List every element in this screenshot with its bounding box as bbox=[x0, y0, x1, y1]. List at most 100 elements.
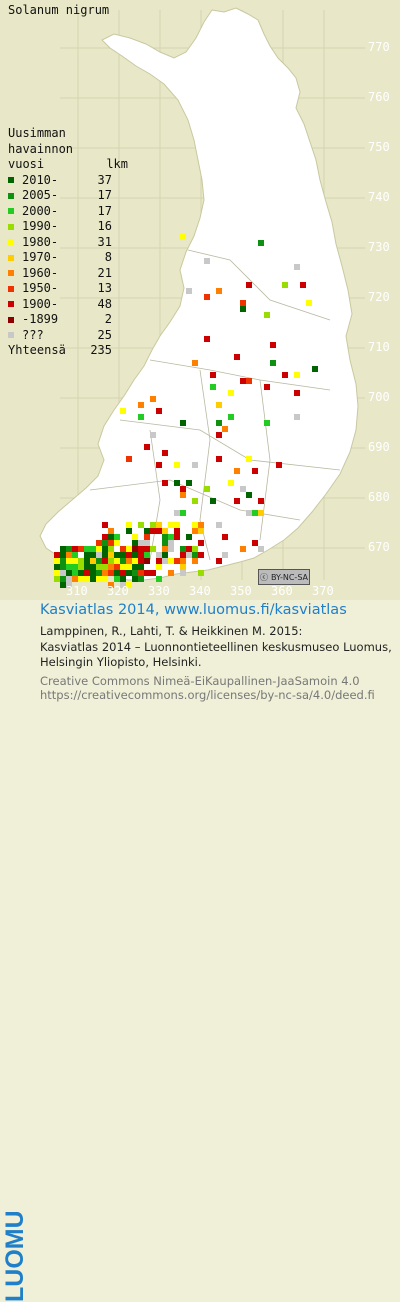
legend-header-2: havainnon bbox=[8, 141, 74, 156]
observation-square bbox=[162, 546, 168, 552]
cc-license-text: BY-NC-SA bbox=[270, 572, 309, 582]
observation-square bbox=[312, 366, 318, 372]
observation-square bbox=[102, 540, 108, 546]
observation-square bbox=[138, 576, 144, 582]
y-tick-label: 770 bbox=[368, 40, 390, 54]
observation-square bbox=[180, 552, 186, 558]
observation-square bbox=[108, 540, 114, 546]
observation-square bbox=[138, 558, 144, 564]
observation-square bbox=[294, 264, 300, 270]
legend-count: 17 bbox=[97, 203, 112, 218]
observation-square bbox=[120, 408, 126, 414]
observation-square bbox=[222, 552, 228, 558]
observation-square bbox=[240, 486, 246, 492]
luomus-logo: LUOMUS bbox=[1, 1212, 28, 1302]
observation-square bbox=[204, 294, 210, 300]
observation-square bbox=[156, 576, 162, 582]
observation-square bbox=[96, 552, 102, 558]
legend-total: Yhteensä 235 bbox=[8, 343, 128, 359]
observation-square bbox=[180, 510, 186, 516]
y-tick-label: 750 bbox=[368, 140, 390, 154]
observation-square bbox=[126, 582, 132, 588]
observation-square bbox=[144, 444, 150, 450]
legend-header-1: Uusimman bbox=[8, 126, 66, 140]
legend-header-3: vuosi bbox=[8, 157, 45, 171]
observation-square bbox=[84, 546, 90, 552]
observation-square bbox=[72, 558, 78, 564]
observation-square bbox=[90, 552, 96, 558]
citation-line-3: Helsingin Yliopisto, Helsinki. bbox=[40, 655, 202, 669]
observation-square bbox=[132, 534, 138, 540]
map-graphics bbox=[39, 7, 365, 588]
legend-row: 1980- 31 bbox=[8, 235, 128, 251]
x-tick-label: 330 bbox=[148, 584, 170, 598]
observation-square bbox=[180, 492, 186, 498]
observation-square bbox=[156, 408, 162, 414]
observation-square bbox=[198, 552, 204, 558]
observation-square bbox=[144, 540, 150, 546]
y-tick-label: 670 bbox=[368, 540, 390, 554]
observation-square bbox=[72, 546, 78, 552]
observation-square bbox=[114, 558, 120, 564]
observation-square bbox=[60, 564, 66, 570]
cc-license-badge: ⓒ BY-NC-SA bbox=[258, 569, 310, 585]
legend-count: 16 bbox=[97, 219, 112, 233]
observation-square bbox=[150, 432, 156, 438]
observation-square bbox=[66, 570, 72, 576]
observation-square bbox=[204, 486, 210, 492]
x-tick-label: 370 bbox=[312, 584, 334, 598]
observation-square bbox=[114, 534, 120, 540]
observation-square bbox=[60, 576, 66, 582]
observation-square bbox=[126, 564, 132, 570]
observation-square bbox=[240, 546, 246, 552]
observation-square bbox=[72, 570, 78, 576]
observation-square bbox=[102, 570, 108, 576]
observation-square bbox=[186, 288, 192, 294]
observation-square bbox=[102, 564, 108, 570]
observation-square bbox=[66, 552, 72, 558]
observation-square bbox=[174, 510, 180, 516]
observation-square bbox=[126, 552, 132, 558]
observation-square bbox=[96, 558, 102, 564]
legend-label: 1970- bbox=[22, 250, 59, 264]
observation-square bbox=[54, 558, 60, 564]
observation-square bbox=[186, 546, 192, 552]
legend-swatch bbox=[8, 192, 14, 199]
license-line-2: https://creativecommons.org/licenses/by-… bbox=[40, 688, 375, 702]
observation-square bbox=[246, 456, 252, 462]
y-tick-label: 700 bbox=[368, 390, 390, 404]
observation-square bbox=[216, 558, 222, 564]
observation-square bbox=[78, 576, 84, 582]
observation-square bbox=[306, 300, 312, 306]
observation-square bbox=[84, 576, 90, 582]
observation-square bbox=[126, 528, 132, 534]
observation-square bbox=[114, 540, 120, 546]
observation-square bbox=[102, 534, 108, 540]
observation-square bbox=[138, 414, 144, 420]
observation-square bbox=[108, 546, 114, 552]
observation-square bbox=[144, 546, 150, 552]
observation-square bbox=[210, 384, 216, 390]
observation-square bbox=[234, 468, 240, 474]
observation-square bbox=[180, 558, 186, 564]
observation-square bbox=[78, 546, 84, 552]
observation-square bbox=[60, 546, 66, 552]
citation-line-2: Kasviatlas 2014 – Luonnontieteellinen ke… bbox=[40, 640, 392, 654]
y-tick-label: 710 bbox=[368, 340, 390, 354]
observation-square bbox=[168, 570, 174, 576]
legend-swatch bbox=[8, 254, 14, 261]
observation-square bbox=[90, 576, 96, 582]
legend-row: 2010- 37 bbox=[8, 173, 128, 189]
observation-square bbox=[264, 384, 270, 390]
observation-square bbox=[108, 558, 114, 564]
observation-square bbox=[246, 282, 252, 288]
observation-square bbox=[120, 564, 126, 570]
observation-square bbox=[126, 546, 132, 552]
y-tick-label: 690 bbox=[368, 440, 390, 454]
x-tick-label: 350 bbox=[230, 584, 252, 598]
legend-count: 31 bbox=[97, 234, 112, 249]
legend-count: 17 bbox=[97, 188, 112, 202]
legend-label: 2005- bbox=[22, 188, 59, 202]
observation-square bbox=[132, 558, 138, 564]
observation-square bbox=[78, 564, 84, 570]
